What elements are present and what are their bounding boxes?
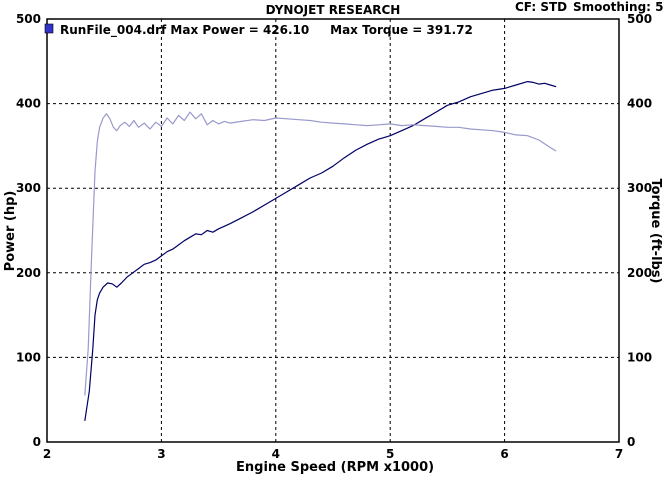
x-tick-label: 4: [272, 447, 280, 461]
x-tick-label: 5: [386, 447, 394, 461]
y2-axis-label: Torque (ft-lbs): [648, 178, 663, 283]
x-axis-label: Engine Speed (RPM x1000): [236, 460, 434, 474]
y2-tick-label: 500: [627, 12, 652, 26]
y2-tick-label: 200: [627, 266, 652, 280]
y2-tick-label: 400: [627, 97, 652, 111]
legend-text: RunFile_004.drf Max Power = 426.10 Max T…: [60, 23, 473, 38]
smoothing-label: Smoothing: 5: [573, 0, 664, 14]
y-tick-label: 200: [16, 266, 41, 280]
plot-area: [46, 18, 620, 443]
x-tick-label: 6: [500, 447, 508, 461]
y-axis-label: Power (hp): [3, 191, 18, 272]
cf-label: CF: STD: [515, 0, 567, 14]
x-tick-label: 2: [43, 447, 51, 461]
y-tick-label: 0: [33, 435, 41, 449]
x-tick-label: 7: [615, 447, 623, 461]
grid: [47, 19, 619, 442]
y-tick-label: 300: [16, 181, 41, 195]
series-line-2: [84, 111, 557, 396]
y2-tick-label: 100: [627, 350, 652, 364]
y-tick-label: 500: [16, 12, 41, 26]
series-line-1: [84, 80, 557, 421]
chart-title: DYNOJET RESEARCH: [266, 3, 401, 17]
y2-tick-label: 0: [627, 435, 635, 449]
y-tick-label: 100: [16, 350, 41, 364]
legend-swatch: [44, 23, 54, 34]
x-tick-label: 3: [157, 447, 165, 461]
y2-tick-label: 300: [627, 181, 652, 195]
y-tick-label: 400: [16, 97, 41, 111]
series-lines: [84, 80, 557, 421]
